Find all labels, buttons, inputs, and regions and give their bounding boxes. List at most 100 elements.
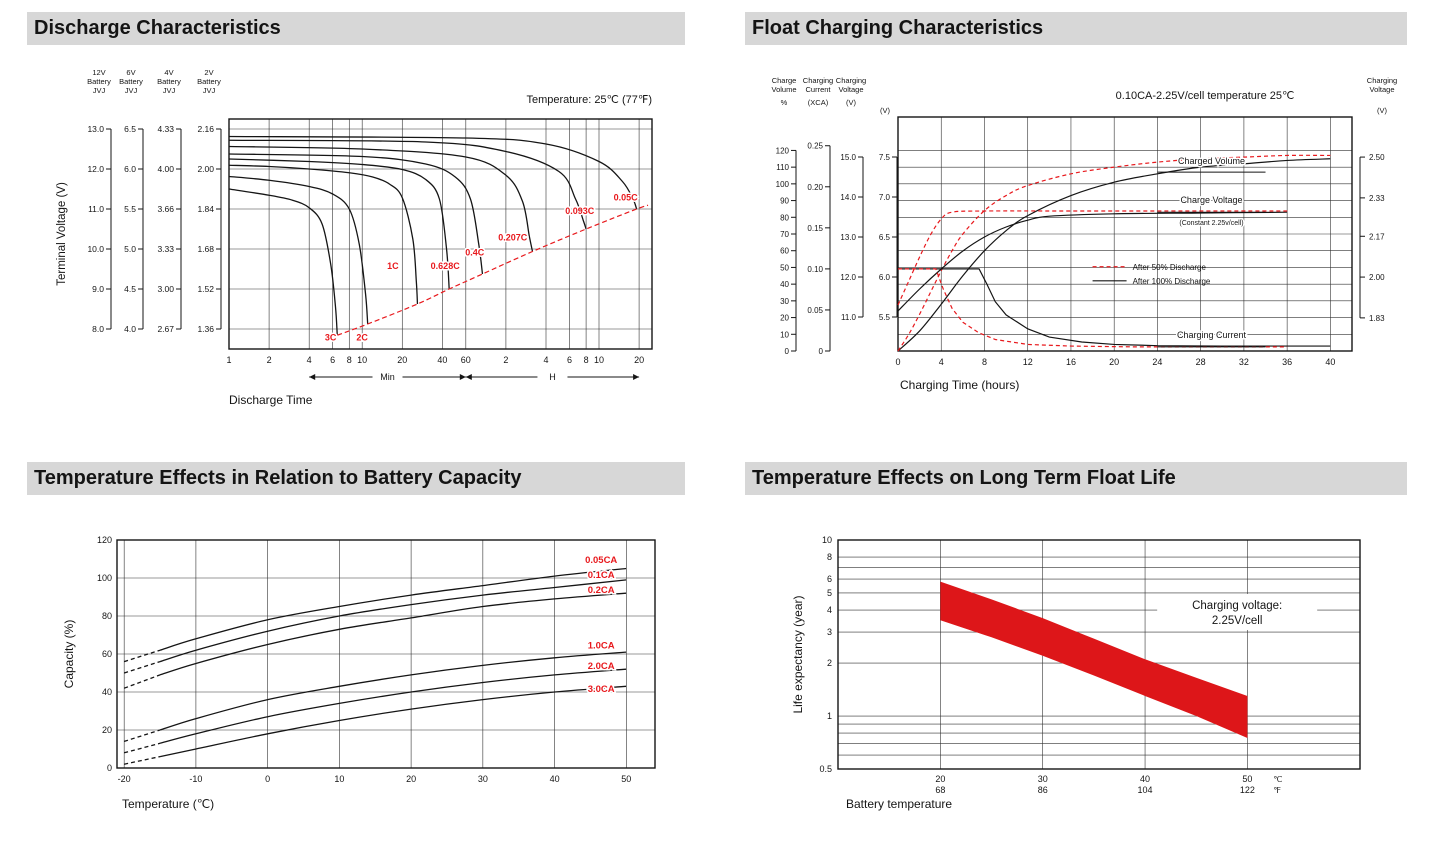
svg-text:50: 50 bbox=[1242, 774, 1252, 784]
svg-text:2: 2 bbox=[503, 355, 508, 365]
svg-text:Voltage: Voltage bbox=[838, 85, 863, 94]
svg-text:2.25V/cell: 2.25V/cell bbox=[1212, 615, 1263, 627]
svg-text:10.0: 10.0 bbox=[87, 244, 104, 254]
svg-text:Battery: Battery bbox=[197, 77, 221, 86]
svg-text:11.0: 11.0 bbox=[88, 204, 104, 214]
svg-text:13.0: 13.0 bbox=[87, 124, 104, 134]
svg-text:40: 40 bbox=[1325, 357, 1335, 367]
svg-text:3.33: 3.33 bbox=[157, 244, 174, 254]
svg-text:Charge: Charge bbox=[772, 76, 797, 85]
svg-text:1C: 1C bbox=[387, 261, 399, 271]
svg-text:120: 120 bbox=[97, 535, 112, 545]
svg-text:2V: 2V bbox=[204, 68, 213, 77]
svg-text:10: 10 bbox=[357, 355, 367, 365]
svg-text:4: 4 bbox=[827, 605, 832, 615]
svg-text:Charging voltage:: Charging voltage: bbox=[1192, 600, 1282, 612]
svg-text:80: 80 bbox=[102, 611, 112, 621]
section-title-float-charging: Float Charging Characteristics bbox=[745, 12, 1407, 45]
svg-text:3C: 3C bbox=[325, 332, 337, 342]
svg-text:1.83: 1.83 bbox=[1369, 314, 1385, 323]
svg-text:1.68: 1.68 bbox=[197, 244, 214, 254]
svg-text:3.66: 3.66 bbox=[157, 204, 174, 214]
svg-text:4: 4 bbox=[543, 355, 548, 365]
svg-text:8: 8 bbox=[982, 357, 987, 367]
section-temperature-capacity: Temperature Effects in Relation to Batte… bbox=[27, 462, 685, 822]
svg-text:40: 40 bbox=[102, 687, 112, 697]
svg-text:20: 20 bbox=[780, 314, 789, 323]
svg-text:110: 110 bbox=[776, 163, 789, 172]
svg-text:30: 30 bbox=[780, 297, 789, 306]
svg-text:(V): (V) bbox=[1377, 106, 1388, 115]
svg-text:100: 100 bbox=[97, 573, 112, 583]
svg-text:10: 10 bbox=[780, 330, 789, 339]
svg-text:0.628C: 0.628C bbox=[431, 261, 461, 271]
svg-text:12.0: 12.0 bbox=[87, 164, 104, 174]
svg-text:40: 40 bbox=[550, 774, 560, 784]
svg-text:2.0CA: 2.0CA bbox=[588, 661, 615, 672]
svg-text:12.0: 12.0 bbox=[840, 273, 856, 282]
section-title-temperature-capacity: Temperature Effects in Relation to Batte… bbox=[27, 462, 685, 495]
svg-text:0.05CA: 0.05CA bbox=[585, 555, 617, 566]
svg-text:15.0: 15.0 bbox=[840, 153, 856, 162]
svg-text:28: 28 bbox=[1196, 357, 1206, 367]
svg-text:90: 90 bbox=[780, 197, 789, 206]
svg-text:0.207C: 0.207C bbox=[498, 232, 528, 242]
svg-text:(V): (V) bbox=[880, 106, 891, 115]
svg-text:0.25: 0.25 bbox=[807, 142, 823, 151]
svg-text:Volume: Volume bbox=[771, 85, 796, 94]
svg-text:40: 40 bbox=[780, 280, 789, 289]
svg-text:0.20: 0.20 bbox=[807, 183, 823, 192]
svg-text:0: 0 bbox=[895, 357, 900, 367]
svg-text:%: % bbox=[781, 98, 788, 107]
section-discharge-characteristics: Discharge Characteristics 1 2 4 6 8 10 20 40 60 2… bbox=[27, 12, 685, 421]
svg-text:3.00: 3.00 bbox=[157, 284, 174, 294]
svg-text:Terminal Voltage (V): Terminal Voltage (V) bbox=[56, 182, 68, 286]
svg-text:8: 8 bbox=[347, 355, 352, 365]
svg-text:6.5: 6.5 bbox=[124, 124, 136, 134]
svg-text:7.5: 7.5 bbox=[879, 153, 891, 162]
svg-text:6: 6 bbox=[330, 355, 335, 365]
svg-text:0: 0 bbox=[107, 763, 112, 773]
svg-text:Charging: Charging bbox=[836, 76, 866, 85]
svg-text:Charging: Charging bbox=[803, 76, 833, 85]
svg-text:5.5: 5.5 bbox=[124, 204, 136, 214]
svg-text:Battery: Battery bbox=[87, 77, 111, 86]
svg-text:9.0: 9.0 bbox=[92, 284, 104, 294]
svg-text:0.15: 0.15 bbox=[807, 224, 823, 233]
svg-text:6V: 6V bbox=[126, 68, 135, 77]
svg-text:-20: -20 bbox=[118, 774, 131, 784]
svg-text:0: 0 bbox=[785, 347, 790, 356]
svg-text:70: 70 bbox=[780, 230, 789, 239]
svg-text:Charging Time (hours): Charging Time (hours) bbox=[900, 378, 1019, 392]
svg-text:30: 30 bbox=[478, 774, 488, 784]
svg-text:4: 4 bbox=[939, 357, 944, 367]
svg-text:6: 6 bbox=[567, 355, 572, 365]
svg-text:Battery: Battery bbox=[157, 77, 181, 86]
svg-text:104: 104 bbox=[1138, 785, 1153, 795]
svg-text:4.0: 4.0 bbox=[124, 324, 136, 334]
svg-text:6.0: 6.0 bbox=[879, 273, 891, 282]
svg-text:6: 6 bbox=[827, 574, 832, 584]
svg-text:13.0: 13.0 bbox=[840, 233, 856, 242]
svg-text:4: 4 bbox=[307, 355, 312, 365]
svg-text:50: 50 bbox=[780, 263, 789, 272]
svg-text:122: 122 bbox=[1240, 785, 1255, 795]
svg-text:2.33: 2.33 bbox=[1369, 194, 1385, 203]
svg-text:100: 100 bbox=[776, 180, 790, 189]
svg-text:30: 30 bbox=[1038, 774, 1048, 784]
svg-text:2.50: 2.50 bbox=[1369, 153, 1385, 162]
svg-text:3.0CA: 3.0CA bbox=[588, 684, 615, 695]
svg-text:1.36: 1.36 bbox=[197, 324, 214, 334]
svg-text:0.10CA-2.25V/cell temperature: 0.10CA-2.25V/cell temperature 25℃ bbox=[1116, 90, 1295, 102]
svg-text:36: 36 bbox=[1282, 357, 1292, 367]
section-title-discharge: Discharge Characteristics bbox=[27, 12, 685, 45]
section-title-float-life: Temperature Effects on Long Term Float L… bbox=[745, 462, 1407, 495]
svg-text:3: 3 bbox=[827, 627, 832, 637]
svg-text:0.05: 0.05 bbox=[807, 306, 823, 315]
discharge-characteristics-chart: 1 2 4 6 8 10 20 40 60 2 4 6 8 10 2012VBatteryJVJ13.012… bbox=[56, 68, 653, 407]
svg-text:4V: 4V bbox=[164, 68, 173, 77]
svg-text:0.4C: 0.4C bbox=[465, 247, 485, 257]
svg-text:0: 0 bbox=[819, 347, 824, 356]
svg-text:After 100% Discharge: After 100% Discharge bbox=[1133, 277, 1211, 286]
